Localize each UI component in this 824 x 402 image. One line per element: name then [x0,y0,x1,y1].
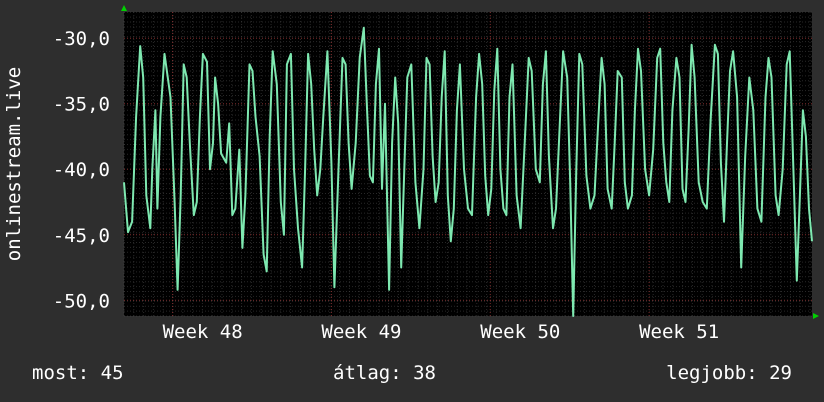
y-tick-label: -40,0 [53,159,110,181]
y-tick-label: -50,0 [53,290,110,312]
stat-average: átlag: 38 [333,362,436,384]
stat-best: legjobb: 29 [666,362,792,384]
y-axis-ticks: -30,0 -35,0 -40,0 -45,0 -50,0 [53,28,110,312]
y-tick-label: -30,0 [53,28,110,50]
series-line [123,26,813,317]
x-tick-label: Week 51 [639,321,719,343]
x-axis-ticks: Week 48 Week 49 Week 50 Week 51 [163,321,720,343]
y-tick-label: -35,0 [53,94,110,116]
y-axis-arrow [121,5,127,11]
x-tick-label: Week 49 [321,321,401,343]
axes [121,5,819,319]
y-axis-title: onlinestream.live [3,67,25,261]
x-axis-arrow [813,313,819,319]
x-tick-label: Week 50 [480,321,560,343]
stats-row: most: 45 átlag: 38 legjobb: 29 [0,362,824,388]
y-tick-label: -45,0 [53,225,110,247]
series-layer [123,26,813,317]
x-tick-label: Week 48 [163,321,243,343]
stat-current: most: 45 [32,362,124,384]
